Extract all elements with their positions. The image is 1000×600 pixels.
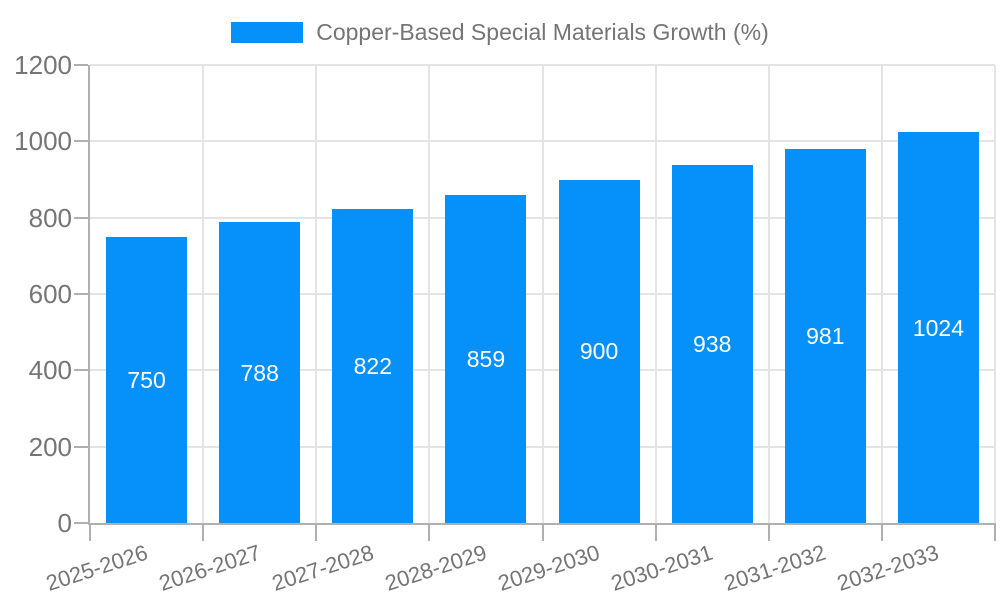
x-axis-tick — [767, 523, 770, 541]
y-axis-label: 1200 — [14, 50, 72, 80]
y-axis-tick — [74, 293, 88, 295]
bar — [671, 165, 753, 523]
x-axis-tick — [994, 523, 996, 541]
bar — [219, 222, 301, 523]
y-axis-label: 200 — [28, 431, 72, 462]
v-gridline — [767, 65, 770, 523]
bar — [784, 148, 866, 523]
v-gridline — [315, 65, 318, 523]
x-axis-tick — [541, 523, 544, 541]
bar — [558, 179, 640, 523]
x-axis-tick — [315, 523, 318, 541]
x-axis-tick — [880, 523, 883, 541]
bar-value-label: 938 — [693, 331, 732, 357]
plot-area: 0 200 400 600 800 1000 1200 750 788 822 859 900 938 9… — [14, 52, 996, 596]
y-axis-label: 600 — [28, 279, 72, 309]
x-axis-tick — [428, 523, 431, 541]
y-axis-label: 800 — [28, 202, 72, 233]
legend-label: Copper-Based Special Materials Growth (%… — [316, 19, 769, 45]
v-gridline — [994, 65, 996, 523]
x-axis-tick — [654, 523, 657, 541]
bar-value-label: 859 — [466, 346, 506, 373]
y-axis-tick — [74, 140, 88, 143]
bar — [332, 209, 414, 523]
v-gridline — [880, 65, 883, 523]
v-gridline — [202, 65, 205, 523]
y-axis-tick — [74, 64, 88, 66]
x-axis-tick — [89, 523, 91, 541]
y-axis-tick — [74, 445, 88, 448]
legend: Copper-Based Special Materials Growth (%… — [0, 21, 1000, 44]
v-gridline — [654, 65, 657, 523]
bar — [897, 132, 979, 523]
bar-value-label: 750 — [127, 366, 166, 393]
bar-value-label: 822 — [353, 353, 392, 380]
bar — [445, 195, 527, 523]
x-axis-tick — [202, 523, 205, 541]
y-axis-tick — [74, 216, 88, 219]
legend-item[interactable]: Copper-Based Special Materials Growth (%… — [231, 21, 769, 44]
bar-value-label: 981 — [806, 322, 845, 349]
legend-swatch — [231, 22, 304, 43]
bar-value-label: 1024 — [912, 314, 965, 341]
bar-value-label: 900 — [579, 338, 619, 365]
bar — [106, 236, 188, 523]
v-gridline — [541, 65, 544, 523]
y-axis-label: 400 — [28, 355, 72, 386]
v-gridline — [428, 65, 431, 523]
y-axis-label: 1000 — [14, 126, 72, 157]
bar-value-label: 788 — [240, 359, 279, 386]
y-axis-label: 0 — [57, 508, 72, 538]
y-axis-tick — [74, 522, 88, 524]
y-axis-tick — [74, 369, 88, 372]
